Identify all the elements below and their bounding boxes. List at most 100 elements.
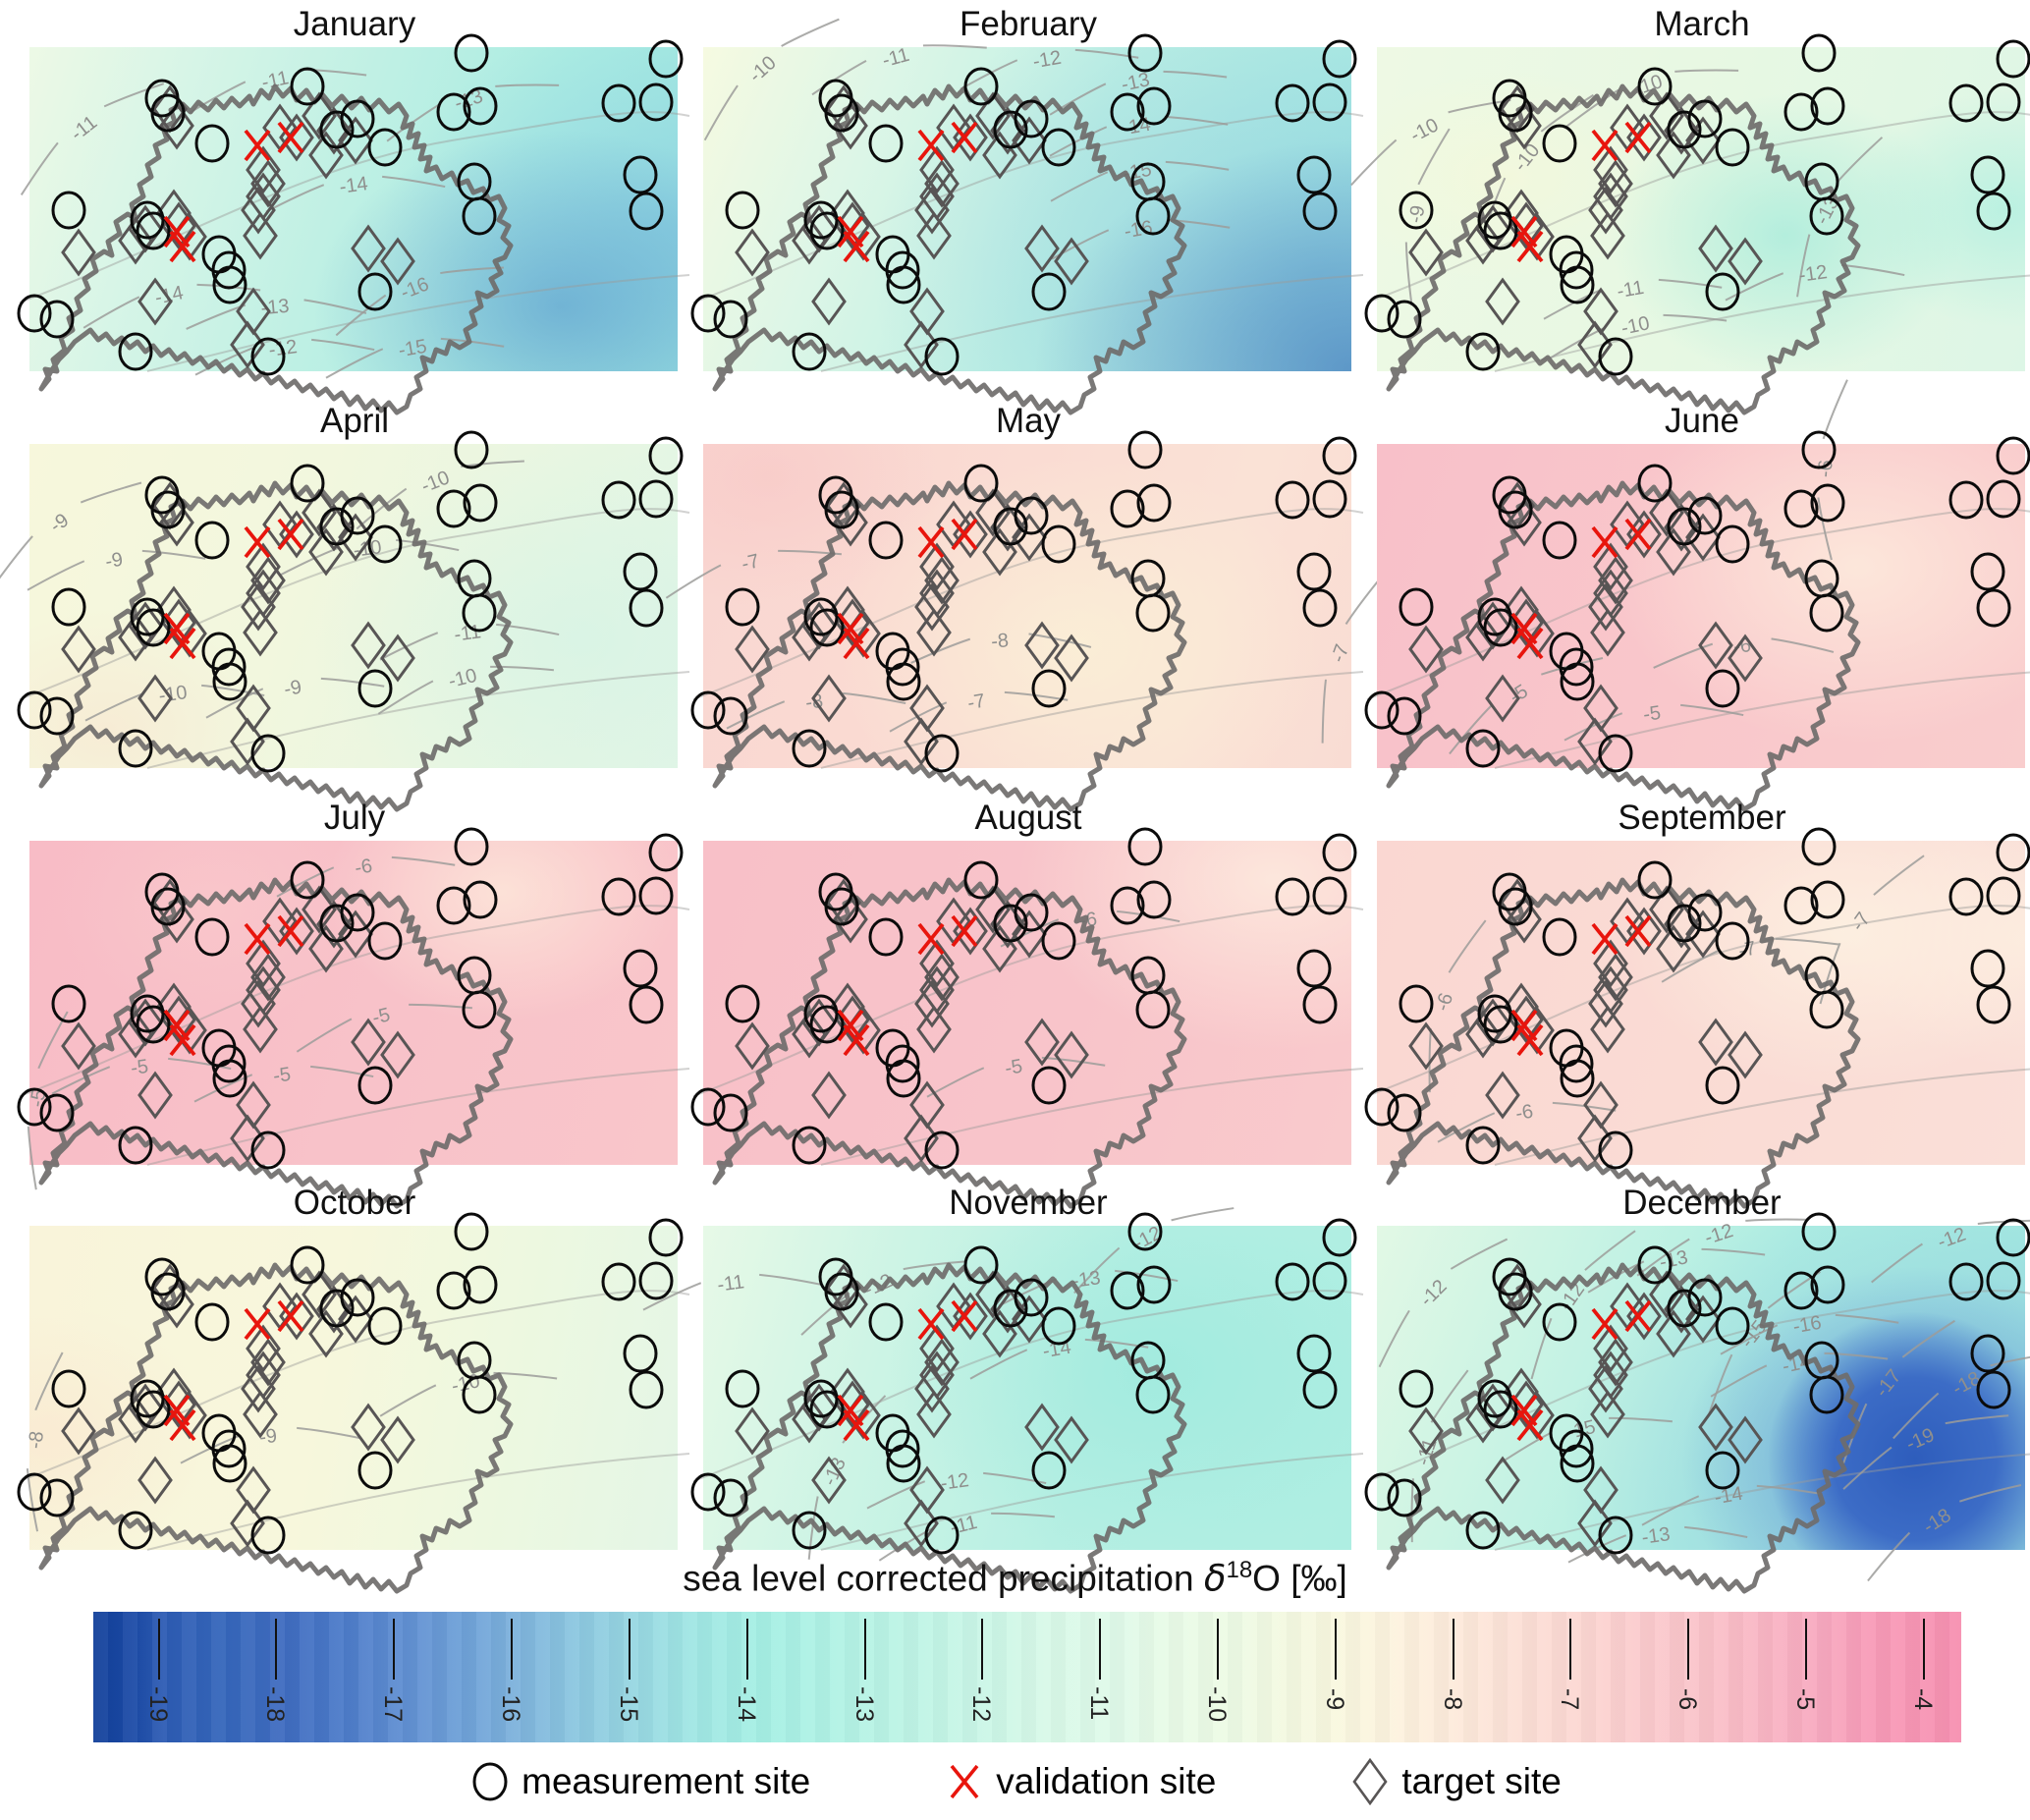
- target-site-marker: [351, 1403, 386, 1452]
- measurement-site-marker: [1399, 1369, 1434, 1408]
- measurement-site-marker: [1715, 128, 1750, 167]
- month-panel-november: November -11 -12 -12 -13 -14 -13 -12 -11: [642, 1185, 1364, 1591]
- contour-line: [820, 274, 1364, 372]
- contour-line: [391, 855, 456, 866]
- legend-item-label: measurement site: [521, 1761, 811, 1801]
- target-site-marker: [1590, 608, 1625, 657]
- measurement-site-marker: [993, 110, 1028, 149]
- measurement-site-marker: [886, 1059, 921, 1098]
- measurement-site-marker: [1559, 647, 1594, 687]
- target-site-marker: [1590, 1005, 1625, 1054]
- measurement-site-marker: [1135, 990, 1171, 1029]
- validation-site-marker: [169, 230, 196, 263]
- contour-line: [1050, 171, 1109, 202]
- contour-line: [27, 1126, 37, 1190]
- map-svg: -6 -7 -7 -6: [1364, 827, 2030, 1219]
- contour-line: [1494, 274, 2030, 372]
- map-field-december: -12 -12 -13 -12 -12 -15 -16 -14 -15 -17 -18 -19 -18-…: [1364, 1212, 2030, 1550]
- measurement-site-marker: [792, 1511, 827, 1550]
- contour-label: -11: [948, 1512, 979, 1539]
- target-site-marker: [1507, 1280, 1542, 1329]
- target-site-marker: [1610, 1282, 1645, 1331]
- measurement-site-marker: [1996, 436, 2030, 475]
- validation-site-icon: [950, 1764, 979, 1799]
- contour-label: -5: [272, 1064, 293, 1087]
- measurement-site-marker: [648, 436, 684, 475]
- measurement-site-marker: [924, 734, 960, 773]
- switzerland-border: [1389, 1265, 1858, 1591]
- map-field-november: -11 -12 -12 -13 -14 -13 -12 -11: [642, 1207, 1364, 1550]
- target-site-marker: [243, 608, 278, 657]
- contour-line: [1417, 128, 1451, 186]
- measurement-site-marker: [638, 1261, 674, 1300]
- target-site-marker: [262, 1282, 298, 1331]
- target-site-marker: [250, 556, 286, 605]
- measurement-site-marker: [1810, 1265, 1845, 1304]
- measurement-site-marker: [1976, 985, 2011, 1024]
- contour-line: [922, 44, 987, 49]
- measurement-site-marker: [886, 265, 921, 304]
- target-site-marker: [792, 216, 827, 265]
- target-site-marker: [380, 237, 415, 286]
- measurement-site-marker: [1296, 155, 1332, 194]
- measurement-site-marker: [211, 1429, 247, 1468]
- measurement-site-marker: [1705, 1451, 1740, 1490]
- measurement-site-marker: [250, 734, 286, 773]
- measurement-site-marker: [629, 1370, 664, 1409]
- target-site-marker: [1408, 228, 1444, 277]
- contour-label: -11: [1616, 277, 1646, 303]
- target-site-marker: [936, 500, 971, 549]
- measurement-site-marker: [367, 128, 403, 167]
- measurement-site-marker: [638, 479, 674, 519]
- measurement-site-marker: [367, 524, 403, 564]
- measurement-site-marker: [118, 729, 153, 768]
- month-title: March: [1654, 5, 1750, 43]
- measurement-site-marker: [1637, 1245, 1673, 1285]
- target-site-marker: [792, 613, 827, 662]
- target-site-marker: [246, 145, 281, 194]
- target-site-marker: [1024, 224, 1060, 273]
- target-site-marker: [1408, 1021, 1444, 1071]
- validation-site-marker: [1516, 1408, 1544, 1442]
- target-site-marker: [916, 1005, 952, 1054]
- contour-line: [296, 1018, 353, 1053]
- measurement-site-marker: [1477, 994, 1512, 1033]
- validation-site-marker: [244, 129, 271, 162]
- contour-line: [103, 83, 165, 108]
- measurement-site-marker: [1986, 876, 2021, 915]
- contour-line: [146, 274, 690, 372]
- contour-line: [1164, 115, 1229, 126]
- measurement-site-marker: [1110, 92, 1145, 132]
- legend-item-circle: measurement site: [468, 1758, 810, 1805]
- colorbar-tick-label: -16: [497, 1686, 525, 1723]
- contour-label: -14: [338, 173, 369, 198]
- target-site-marker: [1590, 211, 1625, 260]
- colorbar-tick-mark: [1569, 1619, 1572, 1680]
- contour-line: [1658, 278, 1723, 289]
- contour-line: [1543, 289, 1602, 320]
- contour-label-group: -11: [20, 83, 165, 196]
- target-site-marker: [1054, 634, 1089, 683]
- contour-label: -6: [1814, 459, 1837, 478]
- measurement-site-marker: [824, 490, 859, 529]
- contour-label: -9: [283, 677, 303, 701]
- contour-line: [303, 299, 367, 314]
- target-site-marker: [380, 1415, 415, 1464]
- target-site-marker: [924, 556, 960, 605]
- validation-site-marker: [277, 1299, 304, 1333]
- contour-line: [692, 1290, 1364, 1482]
- contour-line: [26, 1468, 39, 1532]
- measurement-site-marker: [886, 1444, 921, 1483]
- measurement-site-marker: [1110, 489, 1145, 528]
- target-site-marker: [159, 101, 194, 150]
- measurement-site-marker: [1996, 833, 2030, 872]
- measurement-site-marker: [118, 332, 153, 371]
- measurement-site-marker: [648, 1218, 684, 1257]
- contour-line: [194, 347, 254, 376]
- measurement-site-marker: [1976, 588, 2011, 628]
- contour-line: [20, 141, 59, 196]
- colorbar-tick-label: -12: [967, 1686, 996, 1723]
- contour-line: [1959, 1483, 2022, 1503]
- measurement-site-marker: [1970, 1334, 2005, 1373]
- measurement-site-marker: [601, 877, 636, 916]
